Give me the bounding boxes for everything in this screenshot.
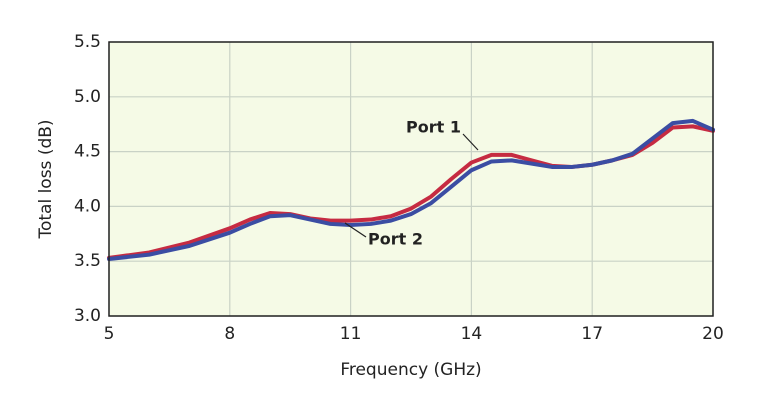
plot-area [109, 42, 713, 316]
x-tick-label: 8 [224, 324, 235, 344]
x-tick-label: 20 [702, 324, 724, 344]
x-tick-label: 11 [340, 324, 362, 344]
x-axis-label: Frequency (GHz) [340, 360, 481, 380]
x-tick-label: 17 [581, 324, 603, 344]
series-line [107, 118, 715, 262]
y-tick-label: 3.0 [74, 306, 101, 326]
y-tick-label: 4.0 [74, 196, 101, 216]
y-tick-label: 3.5 [74, 251, 101, 271]
leader-line [462, 133, 479, 151]
y-tick-label: 5.0 [74, 87, 101, 107]
y-axis-label: Total loss (dB) [36, 119, 56, 239]
series-annotation: Port 1 [406, 118, 461, 137]
x-tick-label: 14 [461, 324, 483, 344]
y-tick-label: 5.5 [74, 32, 101, 52]
x-tick-label: 5 [104, 324, 115, 344]
leader-line [344, 222, 367, 238]
series-annotation: Port 2 [368, 230, 423, 249]
plot-frame [108, 41, 714, 317]
y-tick-label: 4.5 [74, 142, 101, 162]
